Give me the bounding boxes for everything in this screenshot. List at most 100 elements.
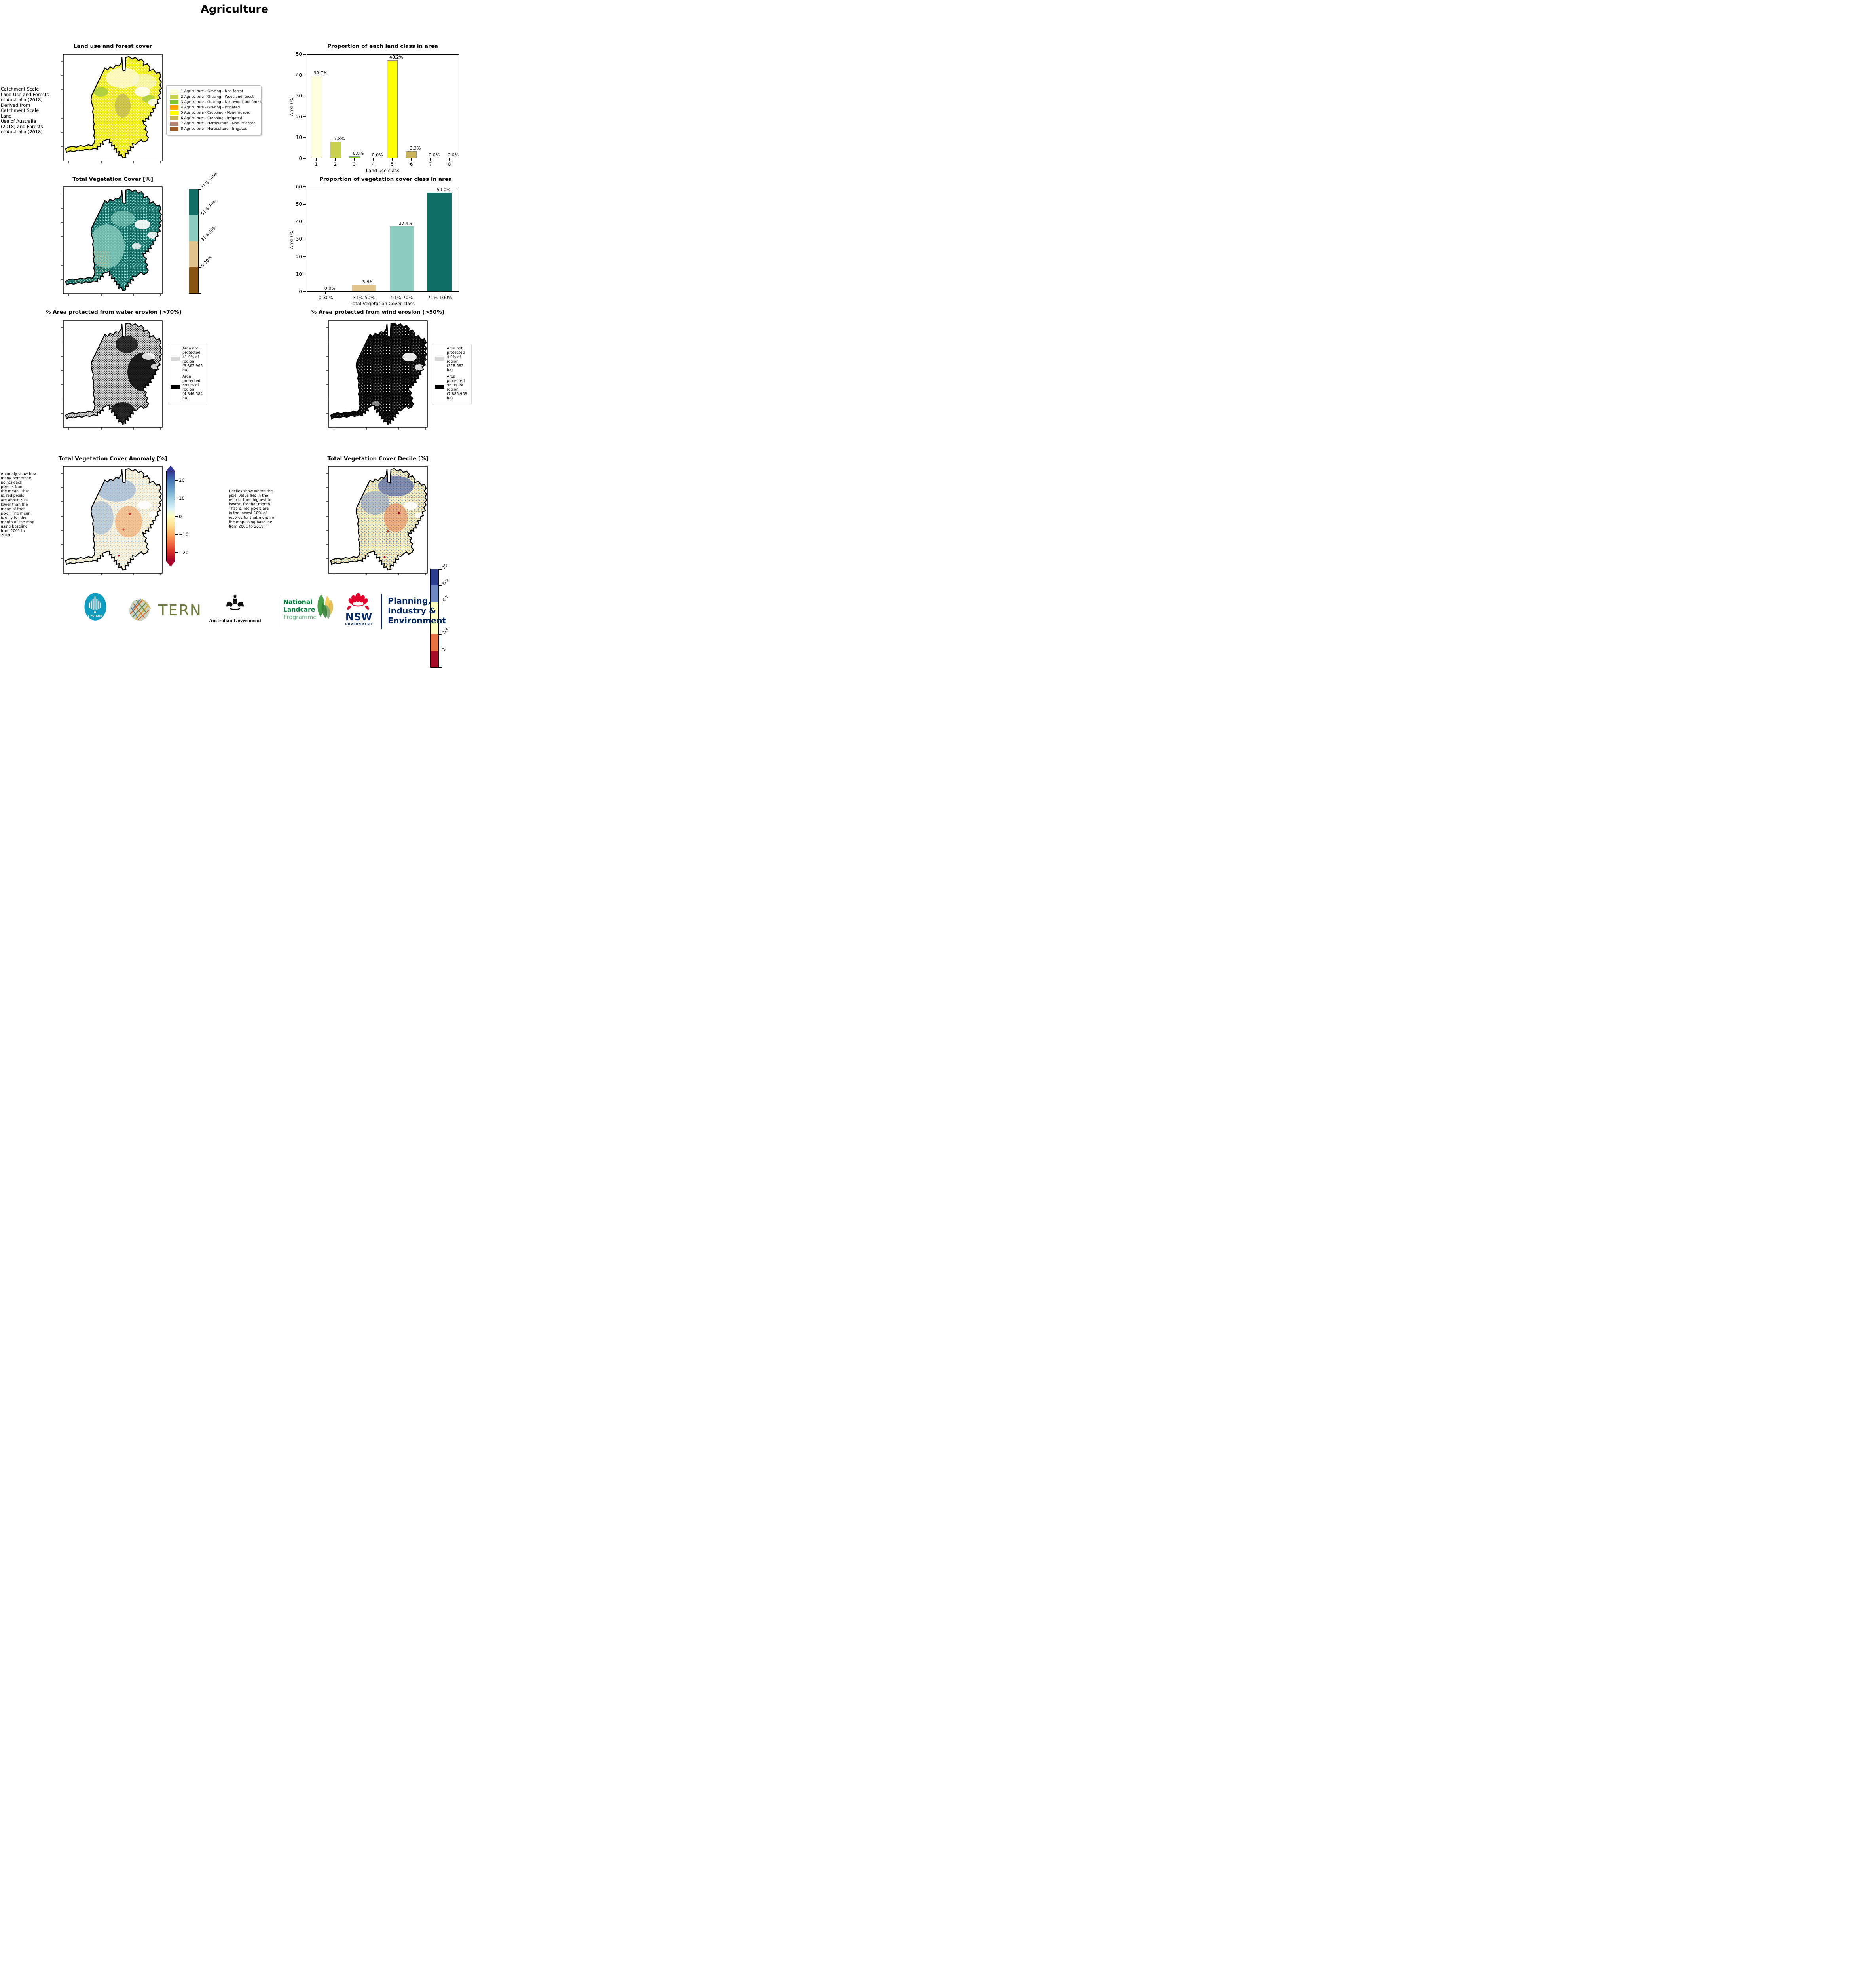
colorbar-segment-label: 71%-100% xyxy=(200,171,220,190)
chart-land-class-plot: 39.7% 7.8% 0.8% 0.0% xyxy=(307,54,459,158)
legend-swatch xyxy=(170,127,178,131)
colorbar-anomaly: 20 10 0 −10 −20 xyxy=(166,465,188,567)
map-veg-cover-title: Total Vegetation Cover [%] xyxy=(72,176,153,182)
legend-label: Area protected 96.0% of region (7,885,96… xyxy=(447,374,467,401)
legend-swatch xyxy=(170,105,178,110)
legend-item: 8 Agriculture - Horticulture - Irrigated xyxy=(170,127,258,131)
legend-label: Area not protected 4.0% of region (328,5… xyxy=(447,346,465,373)
map-decile xyxy=(326,466,428,576)
legend-swatch xyxy=(435,384,444,389)
colorbar-segment-label: 1 xyxy=(441,646,447,652)
legend-item: 4 Agriculture - Grazing - Irrigated xyxy=(170,105,258,110)
landcare-leaves-icon xyxy=(314,593,336,621)
chart-land-class-title: Proportion of each land class in area xyxy=(327,43,438,49)
bar-slot: 0.0% xyxy=(307,187,345,291)
legend-water-erosion: Area not protected 41.0% of region (3,36… xyxy=(168,344,207,405)
colorbar-segment-label: 10 xyxy=(441,563,449,570)
nsw-label: NSW xyxy=(345,611,372,623)
legend-item: 7 Agriculture - Horticulture - Non-irrig… xyxy=(170,121,258,126)
note-land-use-source: Catchment Scale Land Use and Forests of … xyxy=(1,87,49,135)
colorbar-segment: 71%-100% xyxy=(189,171,220,215)
colorbar-segment: 2-3 xyxy=(431,627,450,651)
colorbar-segment-label: 8-9 xyxy=(441,578,450,587)
chart-land-class-xlabel: Land use class xyxy=(366,168,400,173)
dpie-line3: Environment xyxy=(388,616,446,625)
legend-label: Area not protected 41.0% of region (3,36… xyxy=(182,346,203,373)
legend-item: 6 Agriculture - Cropping - Irrigated xyxy=(170,116,258,120)
bar-slot: 7.8% xyxy=(326,55,345,158)
map-wind-erosion-svg xyxy=(326,320,428,430)
map-wind-erosion-title: % Area protected from wind erosion (>50%… xyxy=(311,309,445,315)
chart-veg-class-plot: 0.0% 3.6% 37.4% 59.0% xyxy=(307,187,459,292)
csiro-label: CSIRO xyxy=(88,614,103,619)
legend-label: 5 Agriculture - Cropping - Non-irrigated xyxy=(181,111,251,115)
tern-logo xyxy=(125,594,155,625)
nsw-logo: NSW GOVERNMENT xyxy=(345,591,373,626)
bar-value-label: 0.0% xyxy=(324,286,336,291)
map-anomaly-svg xyxy=(61,466,163,576)
legend-swatch xyxy=(170,100,178,104)
map-land-use xyxy=(61,54,163,164)
bar xyxy=(427,193,452,291)
landcare-line2: Landcare xyxy=(283,606,315,613)
dpie-line2: Industry & xyxy=(388,606,436,615)
bar-value-label: 59.0% xyxy=(436,187,451,192)
legend-item: Area not protected 4.0% of region (328,5… xyxy=(435,346,469,373)
bar-slot: 0.0% xyxy=(440,55,459,158)
legend-item: Area protected 59.0% of region (4,846,58… xyxy=(171,374,205,401)
map-land-use-title: Land use and forest cover xyxy=(73,43,152,49)
legend-label: 3 Agriculture - Grazing - Non-woodland f… xyxy=(181,100,262,104)
bar-slot: 0.8% xyxy=(345,55,364,158)
bar-slot: 0.0% xyxy=(421,55,440,158)
chart-land-class: 50 40 30 20 10 0 39.7% 7.8% 0.8% xyxy=(296,51,459,167)
legend-label: 6 Agriculture - Cropping - Irrigated xyxy=(181,116,243,120)
legend-label: 7 Agriculture - Horticulture - Non-irrig… xyxy=(181,122,256,125)
legend-swatch xyxy=(170,121,178,126)
map-anomaly-title: Total Vegetation Cover Anomaly [%] xyxy=(58,456,167,462)
colorbar-segment: 0-30% xyxy=(189,255,213,293)
bar-slot: 0.0% xyxy=(364,55,383,158)
landcare-line1: National xyxy=(283,598,313,606)
legend-swatch xyxy=(171,384,180,389)
map-veg-cover-svg xyxy=(61,186,163,296)
bar xyxy=(389,226,414,291)
bar-slot: 48.2% xyxy=(383,55,403,158)
chart-veg-class-title: Proportion of vegetation cover class in … xyxy=(319,176,452,182)
colorbar-decile: 10 8-9 4-7 2-3 1 xyxy=(430,563,450,668)
colorbar-segment-label: 51%-70% xyxy=(200,198,218,216)
colorbar-segment: 4-7 xyxy=(431,594,450,635)
map-wind-erosion xyxy=(326,320,428,430)
bar-value-label: 37.4% xyxy=(398,221,413,226)
dpie-logo-text: Planning, Industry & Environment xyxy=(388,596,446,626)
map-decile-title: Total Vegetation Cover Decile [%] xyxy=(327,456,429,462)
bar-value-label: 48.2% xyxy=(389,55,403,60)
legend-item: Area protected 96.0% of region (7,885,96… xyxy=(435,374,469,401)
bar-slot: 3.3% xyxy=(402,55,421,158)
legend-label: 4 Agriculture - Grazing - Irrigated xyxy=(181,105,240,110)
colorbar-arrow-up xyxy=(166,465,175,471)
chart-veg-class: 60 50 40 30 20 10 0 0.0% 3.6% 37.4% xyxy=(296,184,459,300)
legend-land-use: 1 Agriculture - Grazing - Non forest 2 A… xyxy=(166,85,262,135)
landcare-logo-text: National Landcare Programme xyxy=(283,598,317,621)
legend-swatch xyxy=(171,357,180,361)
bar-slot: 39.7% xyxy=(307,55,327,158)
chart-veg-class-yticks: 60 50 40 30 20 10 0 xyxy=(288,184,306,294)
csiro-logo: CSIRO xyxy=(84,593,107,621)
map-water-erosion xyxy=(61,320,163,430)
note-deciles: Deciles show where the pixel value lies … xyxy=(229,489,276,529)
bar-slot: 37.4% xyxy=(383,187,421,291)
bar-slot: 59.0% xyxy=(421,187,459,291)
legend-label: 1 Agriculture - Grazing - Non forest xyxy=(181,89,243,93)
legend-swatch xyxy=(170,110,178,115)
bar-value-label: 3.6% xyxy=(362,279,374,285)
map-water-erosion-svg xyxy=(61,320,163,430)
australian-government-label: Australian Government xyxy=(209,617,262,623)
bar xyxy=(330,142,341,158)
bar-value-label: 0.8% xyxy=(353,150,364,156)
bar-value-label: 0.0% xyxy=(429,152,440,158)
legend-swatch xyxy=(170,116,178,120)
colorbar-segment: 8-9 xyxy=(431,578,450,602)
legend-label: Area protected 59.0% of region (4,846,58… xyxy=(182,374,203,401)
page-title: Agriculture xyxy=(200,3,269,15)
